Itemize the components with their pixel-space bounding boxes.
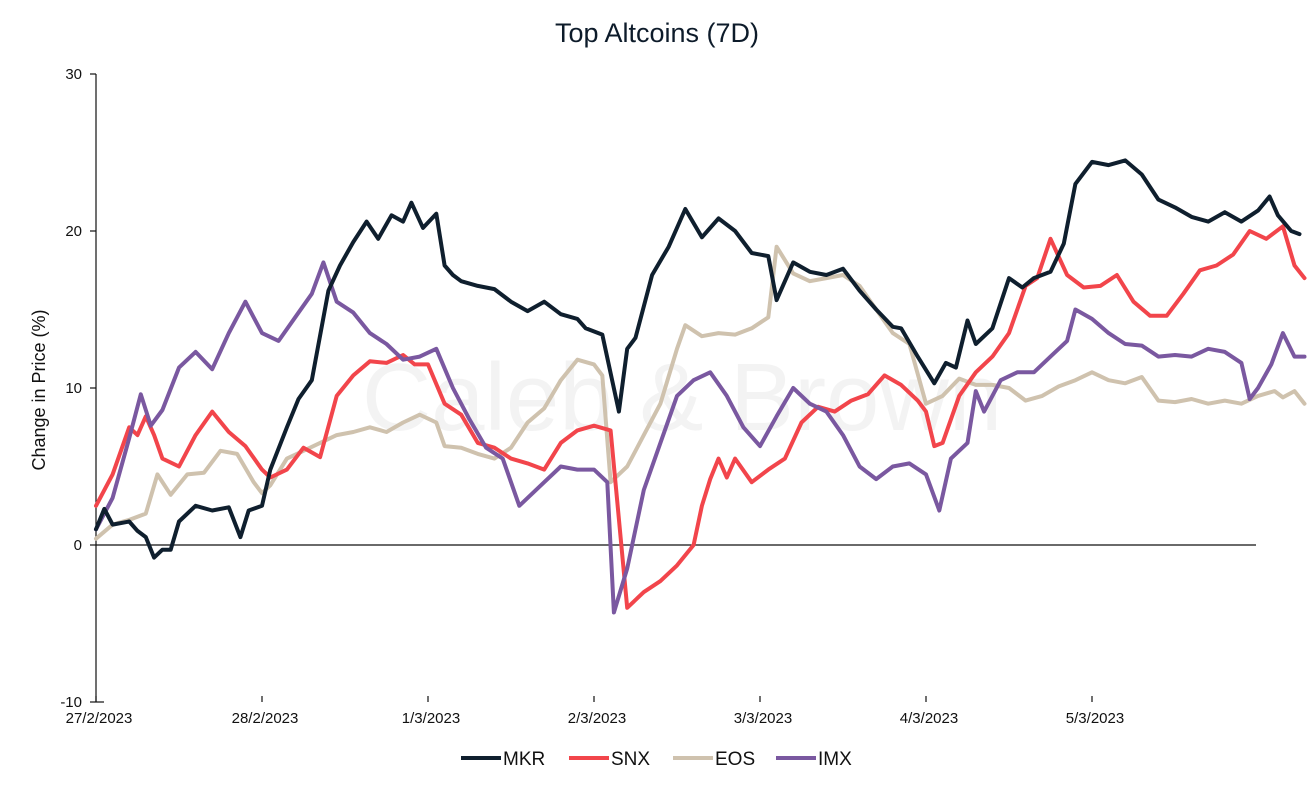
x-tick-label: 28/2/2023 bbox=[232, 710, 299, 727]
x-tick-label: 4/3/2023 bbox=[900, 710, 958, 727]
watermark-text: Caleb & Brown bbox=[362, 344, 1002, 451]
legend-label-snx: SNX bbox=[611, 749, 650, 770]
legend-label-eos: EOS bbox=[715, 749, 755, 770]
chart-title: Top Altcoins (7D) bbox=[555, 18, 759, 48]
legend-label-imx: IMX bbox=[818, 749, 852, 770]
x-tick-label: 1/3/2023 bbox=[402, 710, 460, 727]
y-tick-label: 10 bbox=[65, 380, 82, 397]
series-line-imx bbox=[94, 260, 1307, 615]
y-tick-label: 30 bbox=[65, 66, 82, 83]
y-tick-label: 20 bbox=[65, 223, 82, 240]
x-tick-label: 2/3/2023 bbox=[568, 710, 626, 727]
y-tick-label: 0 bbox=[74, 537, 82, 554]
x-tick-label: 3/3/2023 bbox=[734, 710, 792, 727]
legend-label-mkr: MKR bbox=[503, 749, 545, 770]
axes: -10 0 10 20 30 27/2/2023 28/2/2023 1/3/2023 2/3/… bbox=[60, 66, 1256, 727]
y-axis-label: Change in Price (%) bbox=[29, 309, 49, 470]
x-tick-label: 5/3/2023 bbox=[1066, 710, 1124, 727]
y-tick-label: -10 bbox=[60, 694, 82, 711]
series-line-snx bbox=[94, 224, 1307, 610]
legend: MKR SNX EOS IMX bbox=[461, 749, 852, 770]
series-line-eos bbox=[94, 244, 1307, 541]
series-layer bbox=[94, 158, 1307, 615]
series-line-mkr bbox=[94, 158, 1302, 560]
x-tick-label: 27/2/2023 bbox=[66, 710, 133, 727]
